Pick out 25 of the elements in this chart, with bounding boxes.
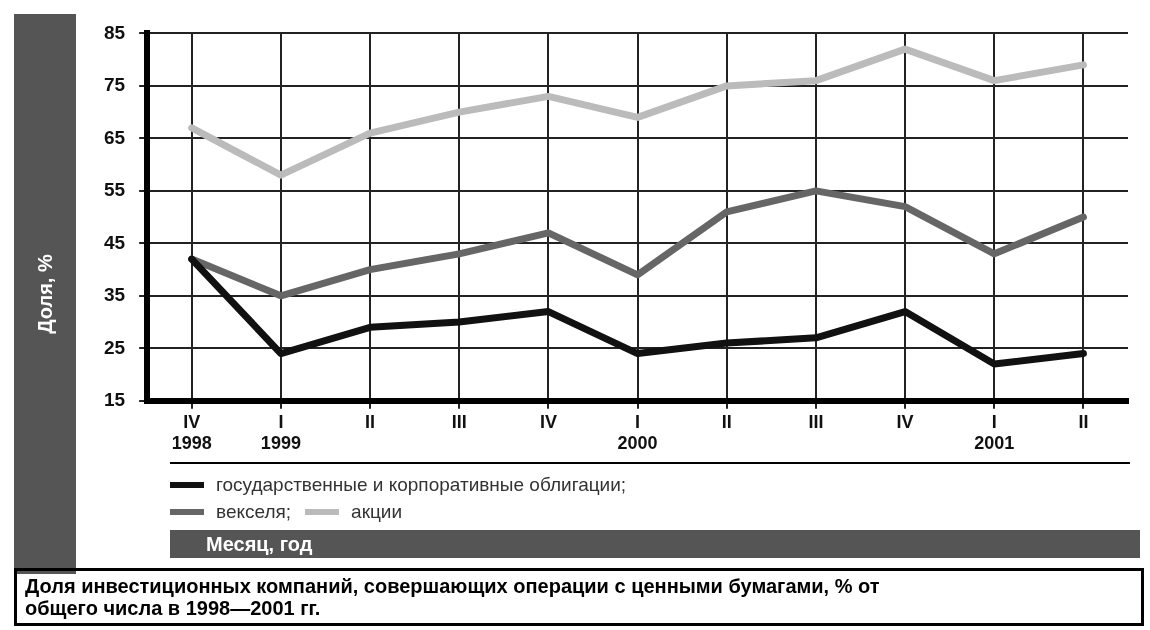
y-tick-label: 55 [103, 179, 126, 201]
y-tick-label: 65 [103, 126, 126, 148]
legend-label: векселя; [215, 500, 292, 524]
legend-label: государственные и корпоративные облигации; [215, 473, 627, 497]
y-axis-title: Доля, % [33, 254, 57, 334]
y-tick-label: 25 [103, 336, 126, 358]
x-tick-label: I 2000 [617, 411, 658, 454]
x-tick-label: IV [896, 411, 914, 432]
x-tick-label: IV 1998 [171, 411, 212, 454]
legend-label: акции [350, 500, 403, 524]
y-tick-label: 75 [103, 74, 126, 96]
x-tick-label: II [365, 411, 376, 432]
x-tick-label: I 2001 [974, 411, 1015, 454]
x-tick-label: I 1999 [260, 411, 301, 454]
x-tick-label: III [808, 411, 824, 432]
x-tick-label: II [1078, 411, 1089, 432]
y-tick-label: 15 [103, 389, 126, 411]
x-tick-label: IV [539, 411, 557, 432]
x-tick-label: III [451, 411, 467, 432]
x-axis-title: Месяц, год [170, 530, 1140, 558]
x-tick-label: II [721, 411, 732, 432]
y-tick-label: 45 [103, 231, 126, 253]
y-tick-label: 85 [103, 21, 126, 43]
y-tick-label: 35 [103, 284, 126, 306]
text: Доля инвестиционных компаний, совершающих операции с ценными бумагами, % от общего числа в 1998—2001 гг. [14, 568, 1144, 626]
